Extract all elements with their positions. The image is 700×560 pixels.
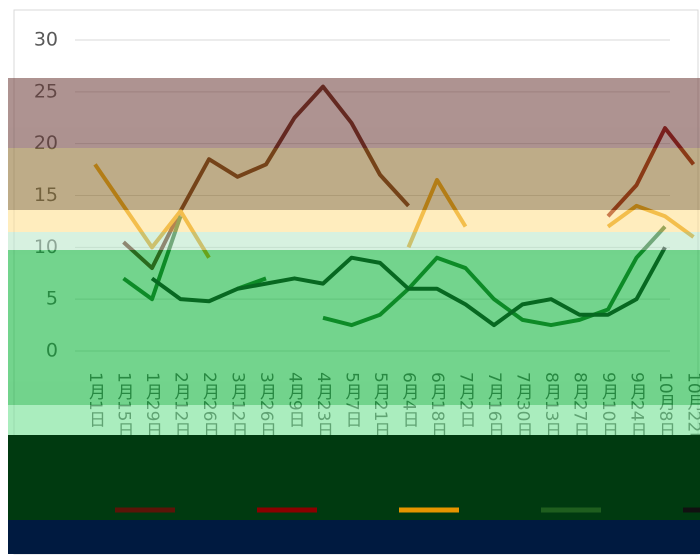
band xyxy=(8,78,700,148)
overlay-bands xyxy=(8,78,700,435)
chart: 0510152025301月1日1月15日1月29日2月12日2月26日3月12… xyxy=(0,0,700,556)
band xyxy=(8,435,700,520)
y-tick-label: 30 xyxy=(34,29,58,51)
band xyxy=(8,250,700,405)
band xyxy=(8,232,700,250)
band xyxy=(8,210,700,232)
band xyxy=(8,148,700,210)
band xyxy=(8,520,700,554)
band xyxy=(8,405,700,435)
